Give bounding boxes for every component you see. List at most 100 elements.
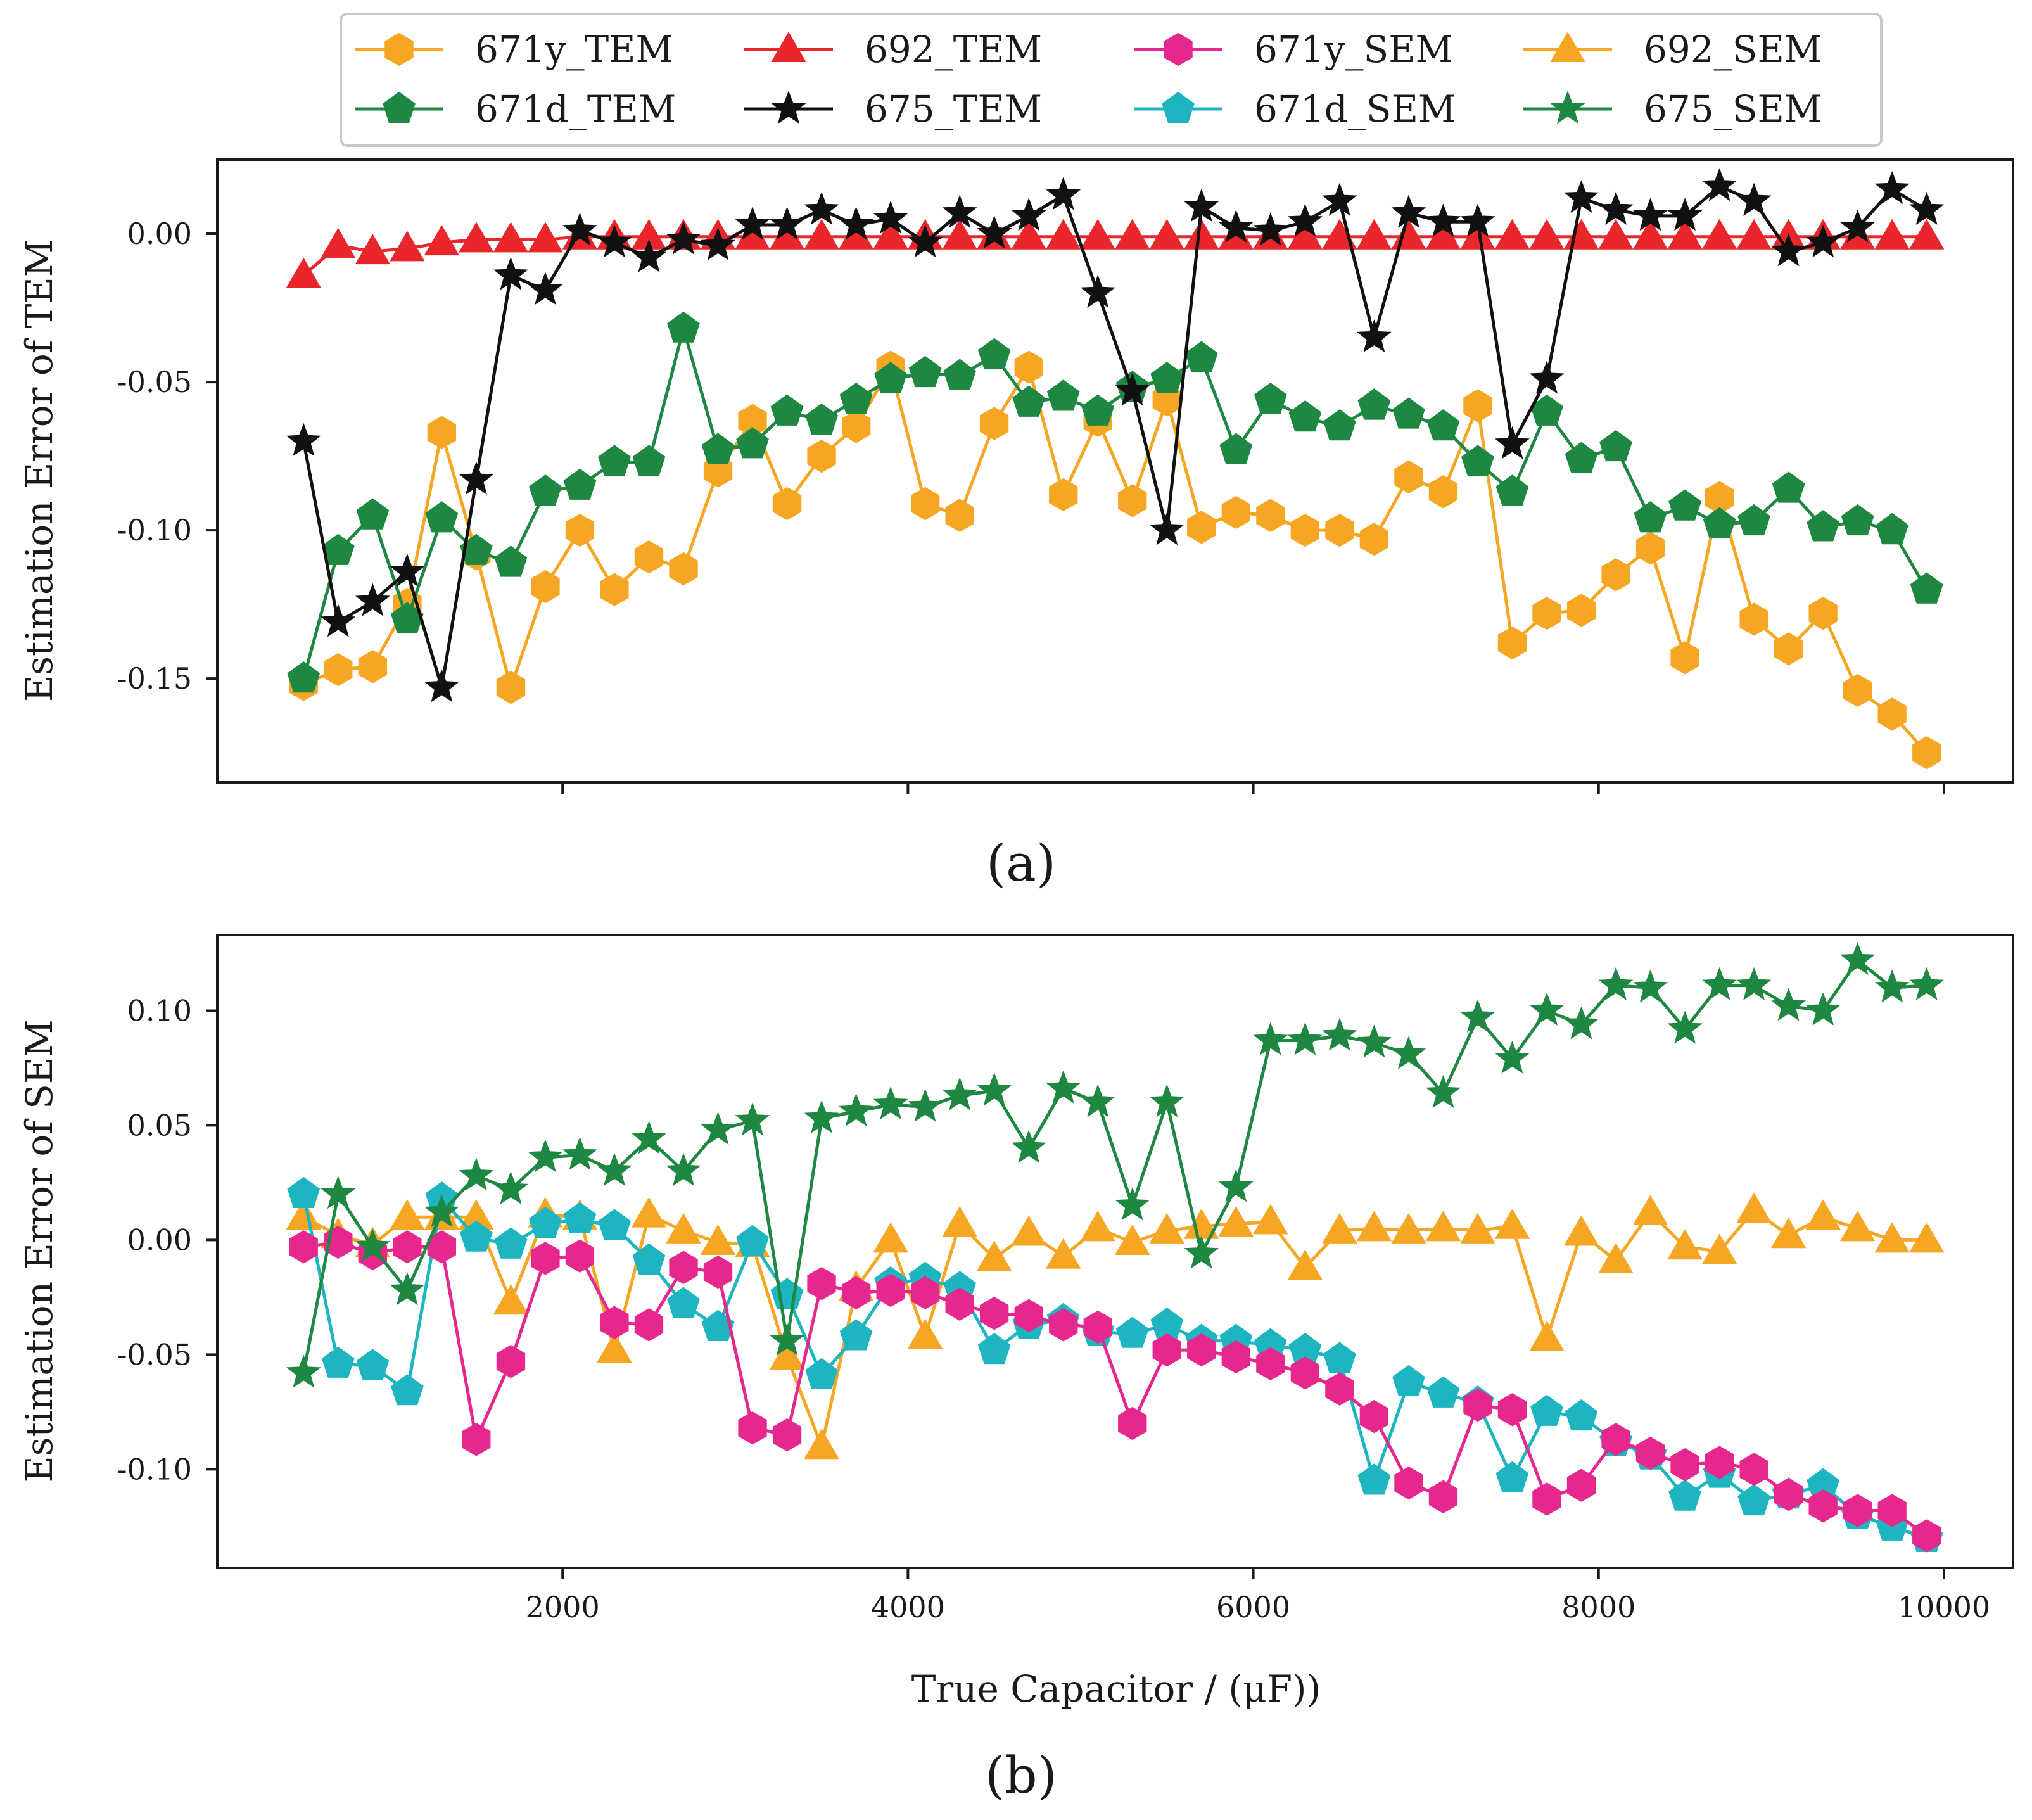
legend-item-692-sem: 692_SEM (1523, 28, 1822, 71)
data-point-671y-tem (600, 573, 629, 606)
data-point-675-tem (1495, 426, 1530, 459)
data-point-692-sem (666, 1212, 701, 1244)
data-point-675-tem (1011, 198, 1046, 231)
data-point-675-tem (804, 191, 839, 225)
data-point-692-tem (804, 219, 839, 250)
data-point-692-sem (1839, 1211, 1876, 1242)
data-point-692-tem (1115, 219, 1150, 250)
legend-marker-pentagon (383, 91, 416, 123)
legend-item-675-sem: 675_SEM (1523, 87, 1822, 130)
data-point-692-tem (390, 231, 425, 262)
data-point-671d-tem (667, 311, 700, 343)
data-point-671y-sem (807, 1267, 836, 1301)
legend-item-671d-sem: 671d_SEM (1134, 87, 1456, 130)
data-point-692-tem (355, 234, 391, 265)
data-point-675-sem (1805, 992, 1841, 1026)
data-point-671y-sem (1566, 1468, 1596, 1502)
data-point-671y-sem (772, 1418, 802, 1452)
data-point-671y-sem (600, 1306, 629, 1339)
data-point-671y-sem (1256, 1347, 1285, 1381)
data-point-692-sem (1356, 1211, 1392, 1242)
data-point-675-tem (1564, 180, 1599, 213)
data-point-692-sem (1425, 1211, 1461, 1242)
data-point-675-sem (1633, 969, 1668, 1003)
data-point-692-tem (873, 219, 908, 250)
data-point-692-tem (942, 219, 977, 250)
data-point-671y-tem (1532, 597, 1561, 630)
data-point-692-sem (1874, 1222, 1910, 1253)
data-point-671y-sem (1463, 1388, 1492, 1422)
data-point-671d-tem (321, 533, 355, 565)
data-point-671d-tem (1703, 507, 1736, 538)
data-point-671y-sem (496, 1345, 526, 1378)
panel-a: 0.00 -0.05 -0.10 -0.15 Estimation Error of … (18, 158, 2014, 893)
data-point-671y-sem (565, 1239, 595, 1273)
data-point-675-sem (321, 1176, 356, 1209)
data-point-675-sem (839, 1093, 873, 1126)
data-point-671d-sem (460, 1220, 493, 1252)
data-point-671y-sem (1187, 1333, 1216, 1367)
data-point-671y-tem (1118, 484, 1147, 518)
legend-marker-star (1550, 91, 1585, 124)
legend-item-692-tem: 692_TEM (744, 28, 1042, 71)
data-point-675-tem (666, 221, 701, 255)
data-point-671y-sem (1290, 1356, 1319, 1390)
data-point-671y-sem (1221, 1340, 1250, 1374)
data-point-671y-tem (1843, 673, 1872, 708)
data-point-671y-sem (1497, 1393, 1527, 1427)
legend-label: 671d_SEM (1254, 87, 1456, 130)
data-point-671d-tem (598, 445, 631, 476)
data-point-675-tem (1287, 203, 1323, 237)
data-point-692-tem (1632, 219, 1668, 250)
data-point-671y-tem (1912, 736, 1941, 770)
data-point-671y-sem (1843, 1494, 1872, 1527)
legend-label: 692_SEM (1644, 28, 1822, 71)
data-point-692-sem (1460, 1212, 1495, 1244)
data-point-675-tem (873, 200, 908, 234)
data-point-692-sem (1322, 1212, 1357, 1244)
data-point-692-tem (1045, 219, 1081, 250)
data-point-671y-tem (1428, 475, 1458, 509)
data-point-671d-sem (563, 1202, 597, 1233)
panel-a-ylabel: Estimation Error of TEM (18, 239, 61, 702)
legend-item-671d-tem: 671d_TEM (355, 87, 676, 130)
data-point-671d-sem (701, 1309, 735, 1341)
data-point-671d-tem (494, 545, 528, 577)
data-point-671d-sem (598, 1209, 631, 1240)
data-point-692-sem (493, 1284, 529, 1315)
data-point-692-sem (1805, 1199, 1841, 1230)
data-point-692-sem (1563, 1215, 1599, 1246)
data-point-671d-tem (805, 403, 838, 435)
data-point-671d-tem (1150, 362, 1184, 393)
data-point-692-tem (528, 222, 563, 253)
data-point-671d-tem (1461, 445, 1494, 476)
data-point-675-sem (1391, 1036, 1426, 1069)
data-point-675-tem (735, 207, 770, 240)
data-point-671y-tem (1256, 499, 1285, 532)
data-point-675-tem (1253, 212, 1288, 246)
data-point-671d-tem (736, 427, 769, 459)
data-point-671y-sem (1394, 1466, 1423, 1500)
data-point-671y-tem (1739, 602, 1768, 636)
data-point-671d-sem (494, 1227, 528, 1259)
data-point-675-sem (632, 1121, 666, 1154)
data-point-671y-sem (1083, 1310, 1112, 1344)
data-point-675-sem (873, 1086, 908, 1120)
data-point-671y-tem (1601, 558, 1630, 592)
data-point-671y-tem (496, 671, 526, 704)
panel-b-xtick-label: 4000 (871, 1590, 945, 1624)
legend-marker-hexagon (384, 32, 414, 67)
data-point-675-sem (1080, 1084, 1115, 1117)
data-point-671y-tem (911, 487, 940, 521)
data-point-675-tem (1184, 189, 1219, 222)
data-point-675-tem (528, 272, 563, 305)
data-point-671d-sem (1668, 1479, 1701, 1511)
data-point-692-sem (804, 1429, 839, 1460)
data-point-671y-tem (427, 416, 456, 449)
panel-b-caption: (b) (985, 1746, 1057, 1805)
data-point-675-sem (804, 1100, 839, 1133)
data-point-671y-tem (634, 540, 664, 574)
legend-marker-triangle (1550, 32, 1585, 62)
data-point-671d-sem (632, 1243, 666, 1275)
data-point-671d-tem (1323, 409, 1356, 441)
